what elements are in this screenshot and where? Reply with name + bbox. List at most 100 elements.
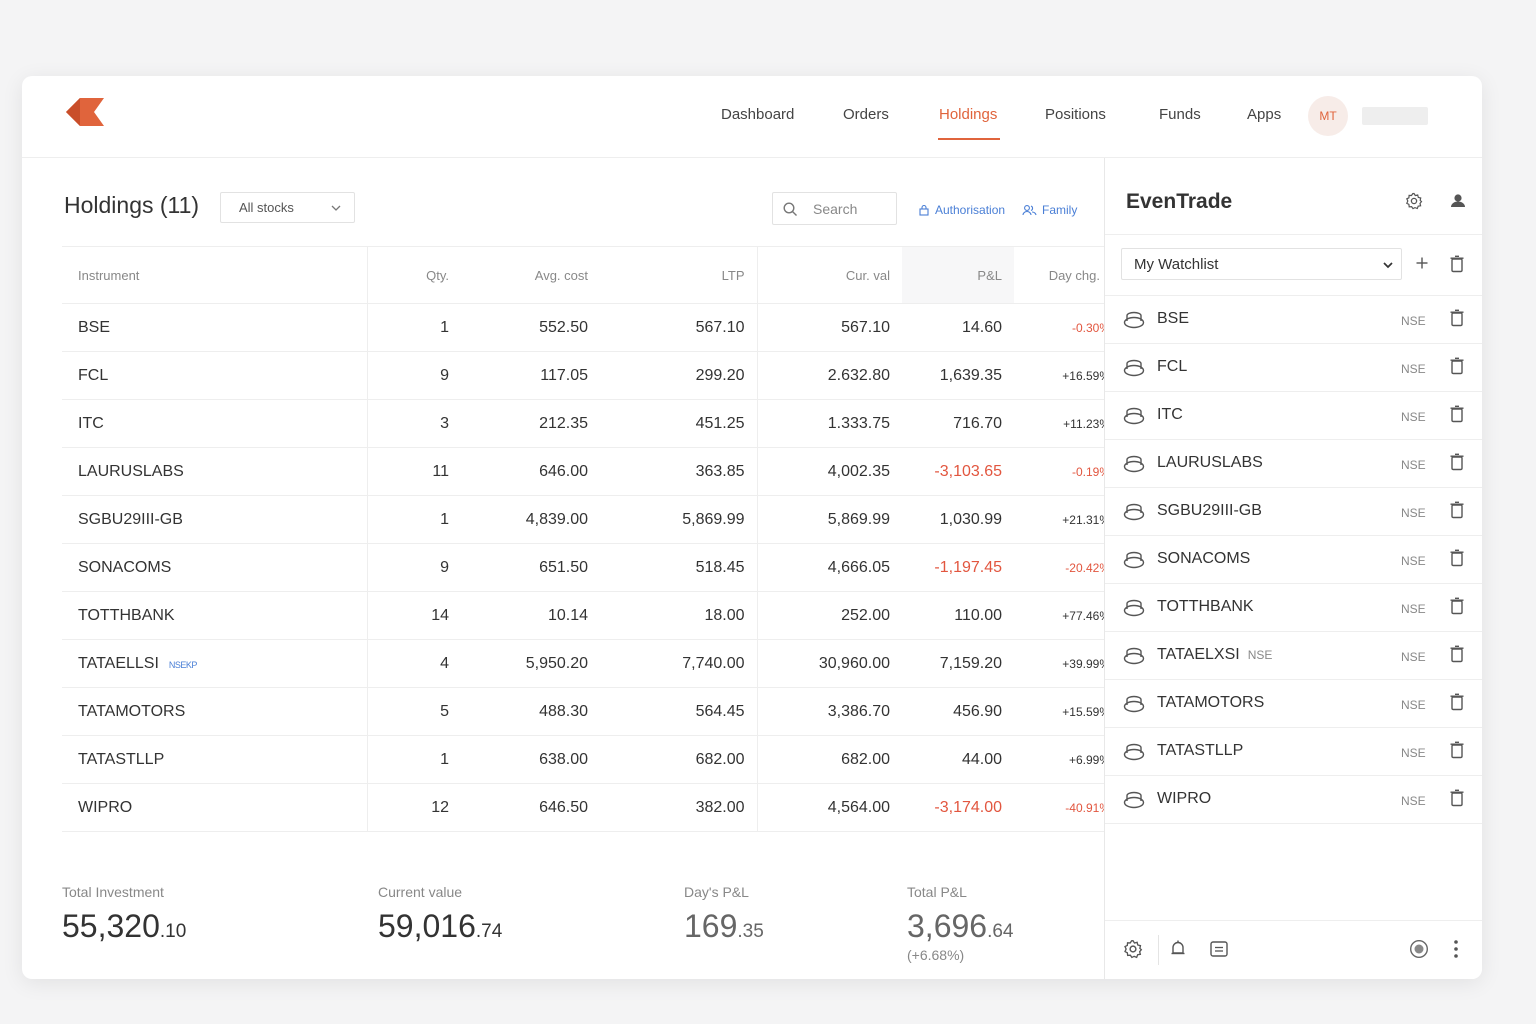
watchlist-select[interactable]: My Watchlist xyxy=(1121,248,1402,280)
current-value-label: Current value xyxy=(378,884,463,900)
table-row[interactable]: BSE 1 552.50 567.10 567.10 14.60 -0.30% xyxy=(62,303,1112,352)
more-icon[interactable] xyxy=(1453,939,1459,959)
trash-icon[interactable] xyxy=(1449,501,1465,519)
trash-icon[interactable] xyxy=(1449,693,1465,711)
nav-orders[interactable]: Orders xyxy=(843,106,889,123)
nav-funds[interactable]: Funds xyxy=(1159,106,1201,123)
cell-cur-val: 2.632.80 xyxy=(757,351,902,400)
trash-icon[interactable] xyxy=(1449,453,1465,471)
column-header-ltp[interactable]: LTP xyxy=(600,246,758,304)
trash-icon[interactable] xyxy=(1449,789,1465,807)
trash-icon[interactable] xyxy=(1449,741,1465,759)
gear-icon[interactable] xyxy=(1123,939,1143,959)
avatar[interactable]: MT xyxy=(1308,96,1348,136)
gear-icon[interactable] xyxy=(1405,192,1423,210)
watchlist-item[interactable]: WIPRO NSE xyxy=(1105,776,1482,824)
watchlist-item[interactable]: TATAMOTORS NSE xyxy=(1105,680,1482,728)
trash-icon[interactable] xyxy=(1449,549,1465,567)
column-header-instrument[interactable]: Instrument xyxy=(62,246,368,304)
chevron-down-icon xyxy=(331,205,341,211)
cell-instrument: ITC xyxy=(62,399,368,448)
table-row[interactable]: TOTTHBANK 14 10.14 18.00 252.00 110.00 +77.46% xyxy=(62,591,1112,640)
table-row[interactable]: LAURUSLABS 11 646.00 363.85 4,002.35 -3,103.6… xyxy=(62,447,1112,496)
cell-ltp-text: 7,740.00 xyxy=(682,654,745,672)
watchlist-exchange: NSE xyxy=(1401,314,1426,328)
cell-cur-val-text: 4,002.35 xyxy=(827,462,890,480)
nav-holdings[interactable]: Holdings xyxy=(939,106,998,123)
watchlist-symbol: SONACOMS xyxy=(1157,550,1251,567)
trash-icon[interactable] xyxy=(1449,645,1465,663)
column-header-avg-cost[interactable]: Avg. cost xyxy=(461,246,600,304)
cell-instrument: BSE xyxy=(62,303,368,352)
column-header-cur-val[interactable]: Cur. val xyxy=(757,246,902,304)
search-input[interactable]: Search xyxy=(772,192,897,225)
table-row[interactable]: TATASTLLP 1 638.00 682.00 682.00 44.00 +6.99% xyxy=(62,735,1112,784)
nav-dashboard[interactable]: Dashboard xyxy=(721,106,795,123)
table-row[interactable]: TATAMOTORS 5 488.30 564.45 3,386.70 456.90 +15… xyxy=(62,687,1112,736)
cell-ltp: 682.00 xyxy=(600,735,758,784)
cell-day-chg: -40.91% xyxy=(1014,783,1112,832)
watchlist-item[interactable]: TOTTHBANK NSE xyxy=(1105,584,1482,632)
table-row[interactable]: SGBU29III-GB 1 4,839.00 5,869.99 5,869.99 1,0… xyxy=(62,495,1112,544)
watchlist-symbol: ITC xyxy=(1157,406,1183,423)
cell-avg-cost-text: 10.14 xyxy=(547,606,588,624)
watchlist-item[interactable]: TATAELXSI NSE NSE xyxy=(1105,632,1482,680)
trash-icon[interactable] xyxy=(1449,255,1465,273)
cell-cur-val-text: 252.00 xyxy=(841,606,890,624)
stock-filter-dropdown[interactable]: All stocks xyxy=(220,192,355,223)
family-link[interactable]: Family xyxy=(1022,203,1077,217)
cell-pnl: 7,159.20 xyxy=(902,639,1014,688)
cell-avg-cost-text: 488.30 xyxy=(539,702,588,720)
table-row[interactable]: TATAELLSI NSEKP 4 5,950.20 7,740.00 30,960.00… xyxy=(62,639,1112,688)
watchlist-item[interactable]: SGBU29III-GB NSE xyxy=(1105,488,1482,536)
logo-icon[interactable] xyxy=(64,98,104,126)
cell-pnl-text: -1,197.45 xyxy=(934,558,1002,576)
cell-avg-cost: 552.50 xyxy=(461,303,600,352)
cell-cur-val-text: 5,869.99 xyxy=(827,510,890,528)
watchlist-item[interactable]: ITC NSE xyxy=(1105,392,1482,440)
cell-cur-val-text: 567.10 xyxy=(841,318,890,336)
cell-cur-val: 252.00 xyxy=(757,591,902,640)
watchlist-item[interactable]: SONACOMS NSE xyxy=(1105,536,1482,584)
watchlist-item[interactable]: BSE NSE xyxy=(1105,296,1482,344)
column-header-pnl[interactable]: P&L xyxy=(902,246,1014,304)
trash-icon[interactable] xyxy=(1449,597,1465,615)
trash-icon[interactable] xyxy=(1449,309,1465,327)
cell-day-chg-text: +15.59% xyxy=(1062,704,1110,719)
table-row[interactable]: WIPRO 12 646.50 382.00 4,564.00 -3,174.00 -40.… xyxy=(62,783,1112,832)
cell-ltp-text: 682.00 xyxy=(695,750,745,768)
trash-icon[interactable] xyxy=(1449,405,1465,423)
watchlist-item[interactable]: FCL NSE xyxy=(1105,344,1482,392)
plus-icon[interactable] xyxy=(1415,256,1429,270)
watchlist-symbol: LAURUSLABS xyxy=(1157,454,1263,471)
cell-day-chg-text: -20.42% xyxy=(1065,560,1110,575)
nav-positions[interactable]: Positions xyxy=(1045,106,1106,123)
page-title: Holdings (11) xyxy=(64,192,200,218)
authorisation-link[interactable]: Authorisation xyxy=(918,203,1005,217)
cell-instrument-text: TATASTLLP xyxy=(78,750,165,768)
instrument-icon xyxy=(1123,407,1145,425)
help-icon[interactable] xyxy=(1409,939,1429,959)
watchlist-item[interactable]: LAURUSLABS NSE xyxy=(1105,440,1482,488)
table-row[interactable]: SONACOMS 9 651.50 518.45 4,666.05 -1,197.45 -2… xyxy=(62,543,1112,592)
watchlist-exchange: NSE xyxy=(1401,362,1426,376)
profile-icon[interactable] xyxy=(1449,192,1467,210)
table-row[interactable]: FCL 9 117.05 299.20 2.632.80 1,639.35 +16.59% xyxy=(62,351,1112,400)
instrument-icon xyxy=(1123,791,1145,809)
cell-instrument-text: LAURUSLABS xyxy=(78,462,184,480)
instrument-icon xyxy=(1123,503,1145,521)
instrument-icon xyxy=(1123,647,1145,665)
trash-icon[interactable] xyxy=(1449,357,1465,375)
cell-cur-val: 30,960.00 xyxy=(757,639,902,688)
user-id-placeholder[interactable] xyxy=(1362,107,1428,125)
notes-icon[interactable] xyxy=(1209,939,1229,959)
table-row[interactable]: ITC 3 212.35 451.25 1.333.75 716.70 +11.23% xyxy=(62,399,1112,448)
column-header-qty[interactable]: Qty. xyxy=(367,246,461,304)
cell-qty-text: 9 xyxy=(440,366,449,384)
column-header-day-chg[interactable]: Day chg. xyxy=(1014,246,1112,304)
divider xyxy=(1105,234,1482,235)
nav-apps[interactable]: Apps xyxy=(1247,106,1282,123)
chevron-down-icon xyxy=(1383,262,1393,269)
bell-icon[interactable] xyxy=(1169,939,1187,959)
watchlist-item[interactable]: TATASTLLP NSE xyxy=(1105,728,1482,776)
